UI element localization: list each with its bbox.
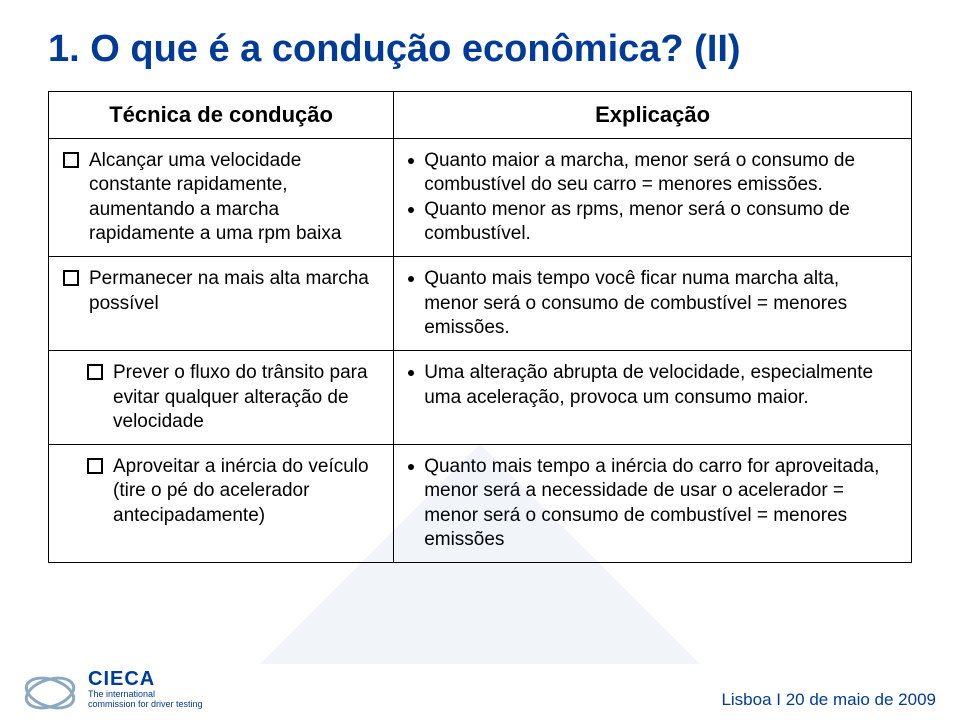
table-row: Alcançar uma velocidade constante rapida… [49, 139, 912, 257]
bullet-dot-icon [408, 158, 414, 164]
table-header-left: Técnica de condução [49, 92, 394, 139]
checkbox-icon [63, 270, 79, 286]
checkbox-icon [63, 152, 79, 168]
bullet-item: Quanto mais tempo a inércia do carro for… [408, 455, 897, 552]
logo-word: CIECA [88, 669, 203, 690]
logo-tagline-2: commission for driver testing [88, 700, 203, 710]
table-row: Permanecer na mais alta marcha possível Q… [49, 257, 912, 351]
bullet-text: Uma alteração abrupta de velocidade, esp… [424, 361, 897, 410]
table-row: Aproveitar a inércia do veículo (tire o … [49, 445, 912, 563]
table-cell-right: Quanto mais tempo você ficar numa marcha… [394, 257, 912, 351]
checkbox-icon [87, 458, 103, 474]
bullet-dot-icon [408, 370, 414, 376]
checklist-text: Prever o fluxo do trânsito para evitar q… [113, 361, 379, 434]
slide: 1. O que é a condução econômica? (II) Té… [0, 0, 960, 720]
bullet-text: Quanto mais tempo a inércia do carro for… [424, 455, 897, 552]
bullet-text: Quanto mais tempo você ficar numa marcha… [424, 267, 897, 340]
checkbox-icon [87, 364, 103, 380]
page-title: 1. O que é a condução econômica? (II) [48, 28, 912, 71]
table-cell-left: Aproveitar a inércia do veículo (tire o … [49, 445, 394, 563]
table-cell-left: Prever o fluxo do trânsito para evitar q… [49, 351, 394, 445]
checklist-item: Permanecer na mais alta marcha possível [63, 267, 379, 316]
checklist-item: Alcançar uma velocidade constante rapida… [63, 149, 379, 246]
checklist-item: Aproveitar a inércia do veículo (tire o … [63, 455, 379, 528]
checklist-text: Permanecer na mais alta marcha possível [89, 267, 379, 316]
table-cell-right: Quanto maior a marcha, menor será o cons… [394, 139, 912, 257]
bullet-item: Quanto maior a marcha, menor será o cons… [408, 149, 897, 198]
table-cell-left: Permanecer na mais alta marcha possível [49, 257, 394, 351]
footer: CIECA The international commission for d… [0, 664, 960, 720]
checklist-text: Aproveitar a inércia do veículo (tire o … [113, 455, 379, 528]
bullet-item: Uma alteração abrupta de velocidade, esp… [408, 361, 897, 410]
table-cell-right: Uma alteração abrupta de velocidade, esp… [394, 351, 912, 445]
logo-mark-icon [20, 676, 80, 710]
bullet-text: Quanto maior a marcha, menor será o cons… [424, 149, 897, 198]
table-cell-right: Quanto mais tempo a inércia do carro for… [394, 445, 912, 563]
table-row: Prever o fluxo do trânsito para evitar q… [49, 351, 912, 445]
content-table: Técnica de condução Explicação Alcançar … [48, 91, 912, 563]
checklist-item: Prever o fluxo do trânsito para evitar q… [63, 361, 379, 434]
footer-date-location: Lisboa I 20 de maio de 2009 [721, 690, 936, 710]
bullet-item: Quanto menor as rpms, menor será o consu… [408, 198, 897, 247]
bullet-dot-icon [408, 276, 414, 282]
table-header-right: Explicação [394, 92, 912, 139]
bullet-item: Quanto mais tempo você ficar numa marcha… [408, 267, 897, 340]
checklist-text: Alcançar uma velocidade constante rapida… [89, 149, 379, 246]
bullet-text: Quanto menor as rpms, menor será o consu… [424, 198, 897, 247]
bullet-dot-icon [408, 207, 414, 213]
logo: CIECA The international commission for d… [20, 669, 203, 710]
bullet-dot-icon [408, 464, 414, 470]
table-cell-left: Alcançar uma velocidade constante rapida… [49, 139, 394, 257]
